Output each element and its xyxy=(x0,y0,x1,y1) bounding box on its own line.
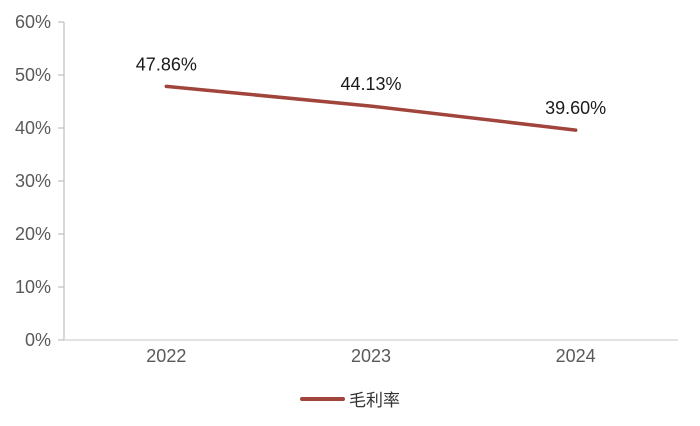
y-axis-tick-label: 10% xyxy=(15,277,51,297)
x-axis-category-label: 2022 xyxy=(146,346,186,366)
data-label: 47.86% xyxy=(136,54,197,74)
legend-label: 毛利率 xyxy=(349,391,400,411)
x-axis-category-label: 2024 xyxy=(556,346,596,366)
y-axis-tick-label: 50% xyxy=(15,65,51,85)
y-axis-tick-label: 20% xyxy=(15,224,51,244)
data-label: 39.60% xyxy=(545,98,606,118)
x-axis-category-label: 2023 xyxy=(351,346,391,366)
data-label: 44.13% xyxy=(340,74,401,94)
gross-margin-series-line xyxy=(164,84,578,132)
y-axis-tick-label: 60% xyxy=(15,12,51,32)
y-axis-tick-label: 40% xyxy=(15,118,51,138)
y-axis-tick-label: 0% xyxy=(25,330,51,350)
y-axis-tick-label: 30% xyxy=(15,171,51,191)
